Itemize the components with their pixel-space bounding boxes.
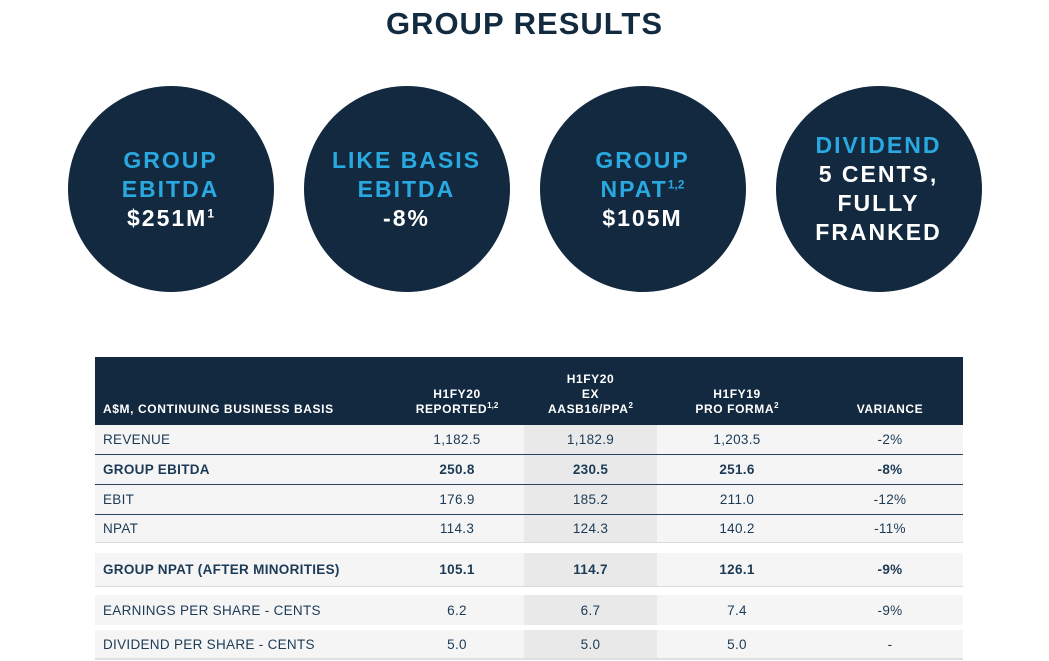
header-col-h1fy20-reported: H1FY20 REPORTED1,2 <box>415 387 499 416</box>
table-row-dividend-per-share: DIVIDEND PER SHARE - CENTS 5.0 5.0 5.0 - <box>95 630 963 660</box>
table-row-ebit: EBIT 176.9 185.2 211.0 -12% <box>95 485 963 515</box>
table-row-group-ebitda: GROUP EBITDA 250.8 230.5 251.6 -8% <box>95 455 963 485</box>
header-col-variance: VARIANCE <box>856 402 924 416</box>
table-row-earnings-per-share: EARNINGS PER SHARE - CENTS 6.2 6.7 7.4 -… <box>95 595 963 625</box>
kpi-circle-like-basis-ebitda: LIKE BASIS EBITDA -8% <box>303 86 510 292</box>
kpi-value: 5 CENTS, FULLY FRANKED <box>815 161 942 245</box>
kpi-heading: GROUP EBITDA <box>121 146 220 202</box>
kpi-circle-group-npat: GROUP NPAT1,2 $105M <box>539 86 746 292</box>
header-col-h1fy20-ex-aasb16-ppa: H1FY20 EX AASB16/PPA2 <box>548 372 633 416</box>
table-row-revenue: REVENUE 1,182.5 1,182.9 1,203.5 -2% <box>95 425 963 455</box>
kpi-heading: GROUP NPAT1,2 <box>595 146 690 202</box>
row-spacer <box>95 587 963 595</box>
kpi-text: GROUP EBITDA $251M1 <box>122 146 220 233</box>
kpi-text: LIKE BASIS EBITDA -8% <box>332 146 481 233</box>
kpi-circle-dividend: DIVIDEND 5 CENTS, FULLY FRANKED <box>775 86 982 292</box>
kpi-heading: LIKE BASIS EBITDA <box>331 146 482 202</box>
page-title: GROUP RESULTS <box>385 6 664 41</box>
kpi-value: $251M1 <box>126 204 214 231</box>
kpi-text: DIVIDEND 5 CENTS, FULLY FRANKED <box>815 131 941 247</box>
table-row-group-npat-after-minorities: GROUP NPAT (AFTER MINORITIES) 105.1 114.… <box>95 553 963 587</box>
table-row-npat: NPAT 114.3 124.3 140.2 -11% <box>95 515 963 543</box>
results-table: A$M, CONTINUING BUSINESS BASIS H1FY20 RE… <box>95 357 963 660</box>
kpi-value: -8% <box>383 204 430 231</box>
table-header-row: A$M, CONTINUING BUSINESS BASIS H1FY20 RE… <box>95 357 963 425</box>
header-basis-label: A$M, CONTINUING BUSINESS BASIS <box>103 402 334 416</box>
row-spacer <box>95 543 963 553</box>
header-col-h1fy19-pro-forma: H1FY19 PRO FORMA2 <box>695 387 779 416</box>
kpi-heading: DIVIDEND <box>815 132 942 158</box>
kpi-value: $105M <box>602 204 683 231</box>
kpi-circles: GROUP EBITDA $251M1 LIKE BASIS EBITDA -8… <box>0 86 1049 292</box>
kpi-text: GROUP NPAT1,2 $105M <box>595 146 689 233</box>
kpi-circle-group-ebitda: GROUP EBITDA $251M1 <box>67 86 274 292</box>
